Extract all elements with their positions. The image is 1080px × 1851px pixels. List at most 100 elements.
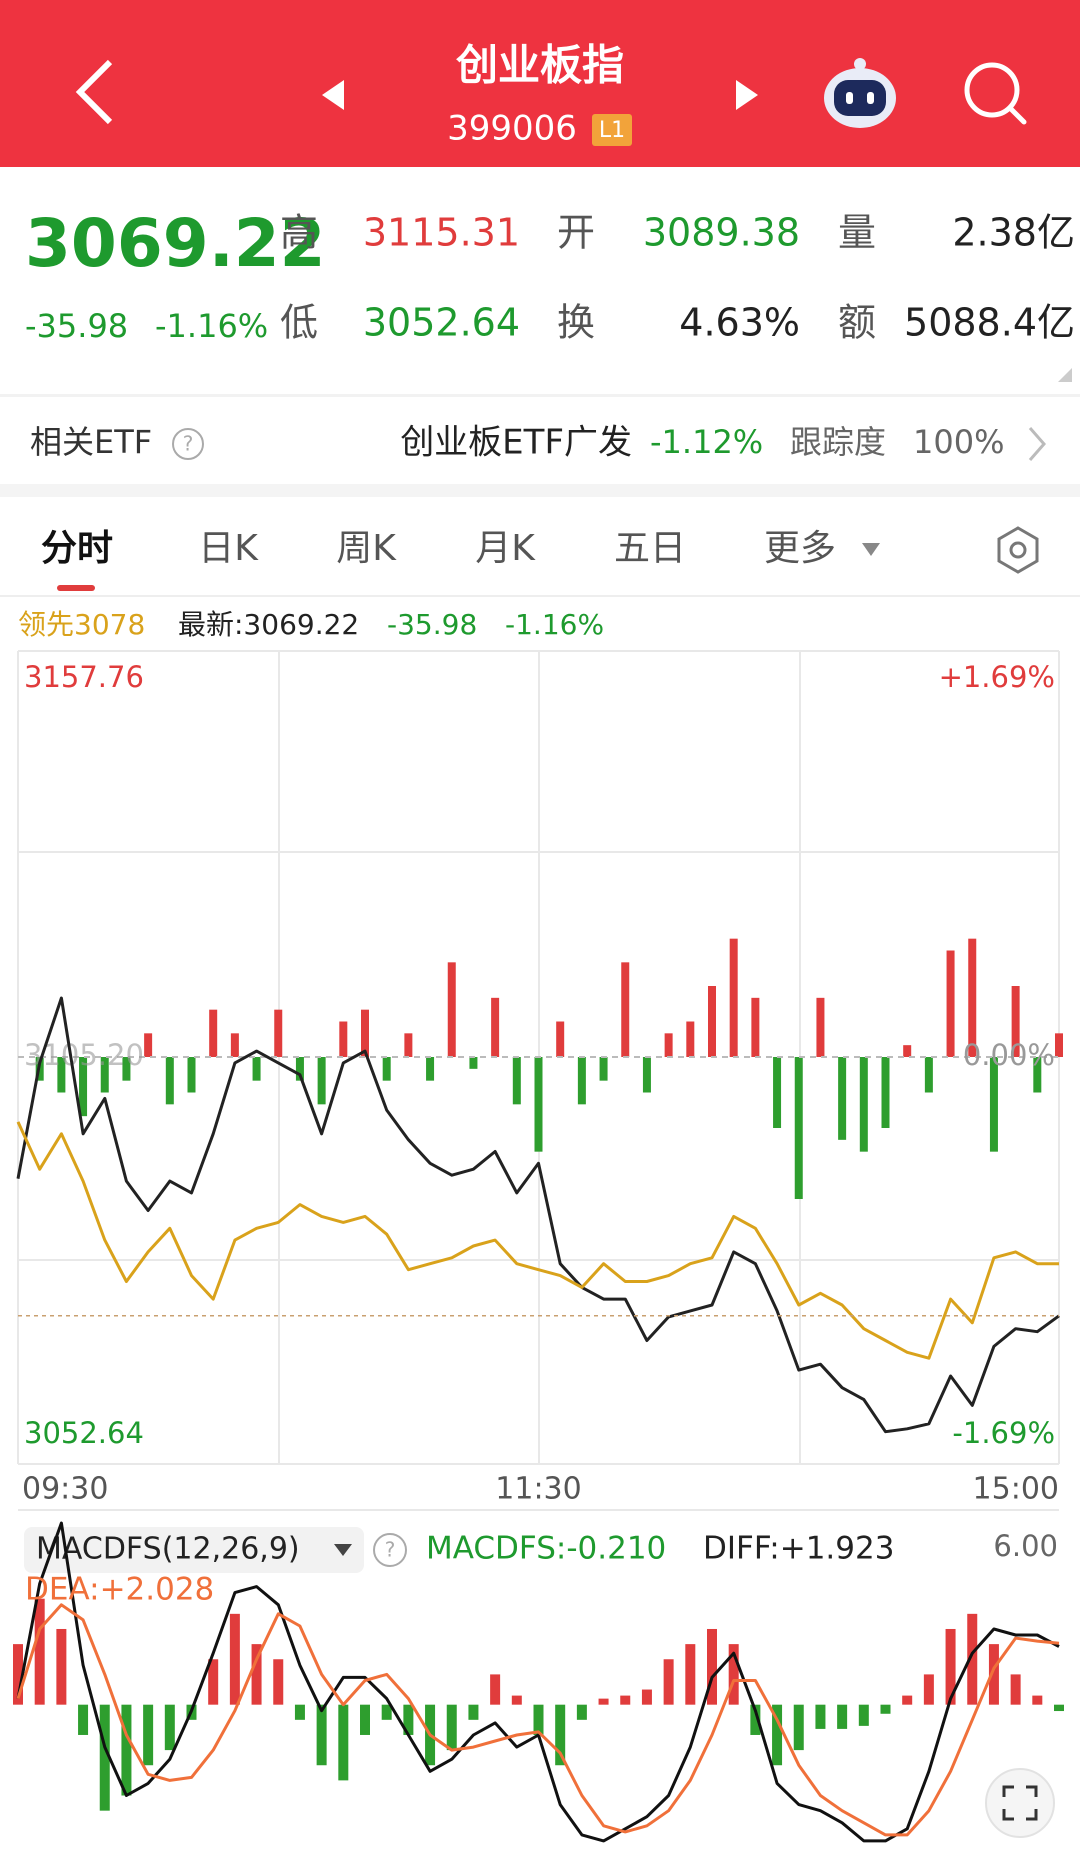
bar (729, 938, 738, 1057)
fullscreen-button[interactable] (985, 1768, 1055, 1838)
settings-icon[interactable] (997, 526, 1039, 574)
x-tick-label: 11:30 (495, 1472, 581, 1507)
tab[interactable]: 日K (198, 528, 259, 569)
bar (708, 986, 716, 1057)
bar (56, 1628, 67, 1705)
tab[interactable]: 五日 (614, 528, 686, 569)
eye (867, 92, 874, 104)
bar (793, 1704, 804, 1751)
back-button[interactable] (75, 59, 113, 125)
separator (0, 595, 1080, 597)
price: 3069.22 (25, 205, 326, 282)
legend-entry: DEA:+2.028 (25, 1572, 214, 1608)
bar (209, 1009, 218, 1057)
field-value: 4.63% (679, 301, 800, 345)
bar (577, 1057, 586, 1105)
track-label: 跟踪度 (790, 423, 886, 461)
lead-legend: 领先3078 (18, 608, 145, 641)
bar (751, 997, 760, 1057)
tab[interactable]: 分时 (41, 528, 113, 569)
bar (381, 1704, 392, 1720)
bar (229, 1613, 240, 1705)
bar (99, 1704, 110, 1811)
field-value: 2.38亿 (952, 211, 1075, 255)
bar (447, 962, 456, 1057)
bar (57, 1057, 66, 1093)
dropdown-arrow (334, 1544, 352, 1556)
search-button[interactable] (964, 62, 1027, 125)
y-tick-label: 3157.76 (24, 660, 144, 694)
plot: 3157.76 3105.20 3052.64 +1.69% 0.00% -1.69% 09… (13, 660, 1064, 1843)
y-tick-label: 3052.64 (24, 1416, 144, 1450)
search-handle (1007, 105, 1027, 125)
bar (208, 1659, 219, 1705)
bar (79, 1057, 88, 1117)
bar (382, 1057, 391, 1081)
series-line (16, 1521, 1060, 1843)
title: 创业板指 (456, 41, 624, 90)
chevron[interactable] (1028, 427, 1046, 461)
tab[interactable]: 更多 (764, 528, 836, 569)
track-value: 100% (913, 423, 1004, 461)
bar (620, 1695, 631, 1705)
bar (598, 1698, 609, 1705)
bar (533, 1704, 544, 1735)
bar (621, 962, 630, 1057)
y2-tick-label: -1.69% (952, 1416, 1055, 1450)
bar (274, 1009, 283, 1057)
bar (968, 938, 977, 1057)
prev-button[interactable] (322, 80, 344, 110)
bar (1032, 1695, 1043, 1705)
legend-change: -35.98 (387, 608, 477, 641)
change-pct: -1.16% (155, 307, 268, 345)
bar (859, 1057, 868, 1152)
next-button[interactable] (736, 80, 758, 110)
bar (664, 1033, 673, 1057)
indicator-selector[interactable] (24, 1527, 364, 1573)
bar (642, 1057, 651, 1093)
field-value: 3089.38 (643, 211, 800, 255)
fullscreen-bg (985, 1768, 1055, 1838)
bar (989, 1057, 998, 1152)
bar (164, 1704, 175, 1751)
etf-name[interactable]: 创业板ETF广发 (400, 423, 632, 463)
bar (490, 1674, 501, 1705)
assistant-icon[interactable] (824, 58, 896, 128)
bar (988, 1644, 999, 1705)
etf-label: 相关ETF (30, 423, 152, 461)
bar (815, 1704, 826, 1729)
settings-core (1009, 541, 1027, 559)
field-label: 开 (557, 211, 595, 255)
bar (685, 1644, 696, 1705)
bar (251, 1644, 262, 1705)
bar (491, 997, 500, 1057)
bar (426, 1057, 435, 1081)
antenna (854, 58, 866, 70)
bar (403, 1704, 414, 1735)
help-icon[interactable] (373, 1533, 407, 1567)
bar (469, 1057, 478, 1069)
help-icon[interactable] (172, 428, 204, 460)
bar (294, 1704, 305, 1720)
bar (794, 1057, 803, 1199)
bar (252, 1057, 261, 1081)
bar (187, 1057, 196, 1093)
etf-change: -1.12% (650, 423, 763, 461)
bar (881, 1057, 890, 1128)
bar (295, 1057, 304, 1081)
code: 399006 (447, 109, 577, 149)
fullscreen-glyph (1002, 1785, 1038, 1821)
tab[interactable]: 周K (336, 528, 397, 569)
bar (144, 1033, 153, 1057)
level-badge (592, 114, 632, 146)
bar (773, 1057, 782, 1128)
header-bar (0, 0, 1080, 167)
separator (0, 394, 1080, 397)
level: L1 (599, 118, 625, 143)
x-tick-label: 15:00 (973, 1472, 1059, 1507)
bar (924, 1057, 933, 1093)
bar (1011, 986, 1020, 1057)
tab[interactable]: 月K (475, 528, 536, 569)
y2-tick-label: 0.00% (963, 1038, 1055, 1072)
help-glyph: ? (385, 1538, 396, 1562)
